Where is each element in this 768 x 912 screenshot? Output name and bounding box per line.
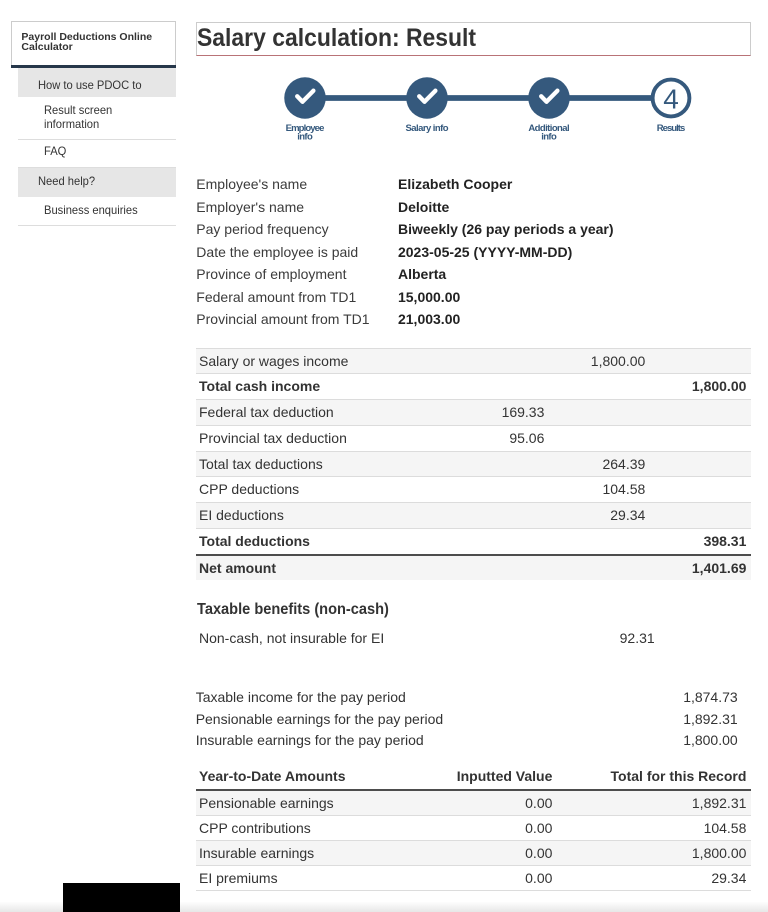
svg-text:info: info [297, 132, 313, 143]
svg-text:info: info [541, 132, 557, 143]
svg-text:Salary info: Salary info [406, 123, 449, 134]
svg-text:4: 4 [663, 83, 679, 114]
svg-text:Results: Results [657, 123, 686, 134]
svg-text:Employee: Employee [286, 123, 325, 134]
svg-text:Additional: Additional [528, 123, 569, 134]
